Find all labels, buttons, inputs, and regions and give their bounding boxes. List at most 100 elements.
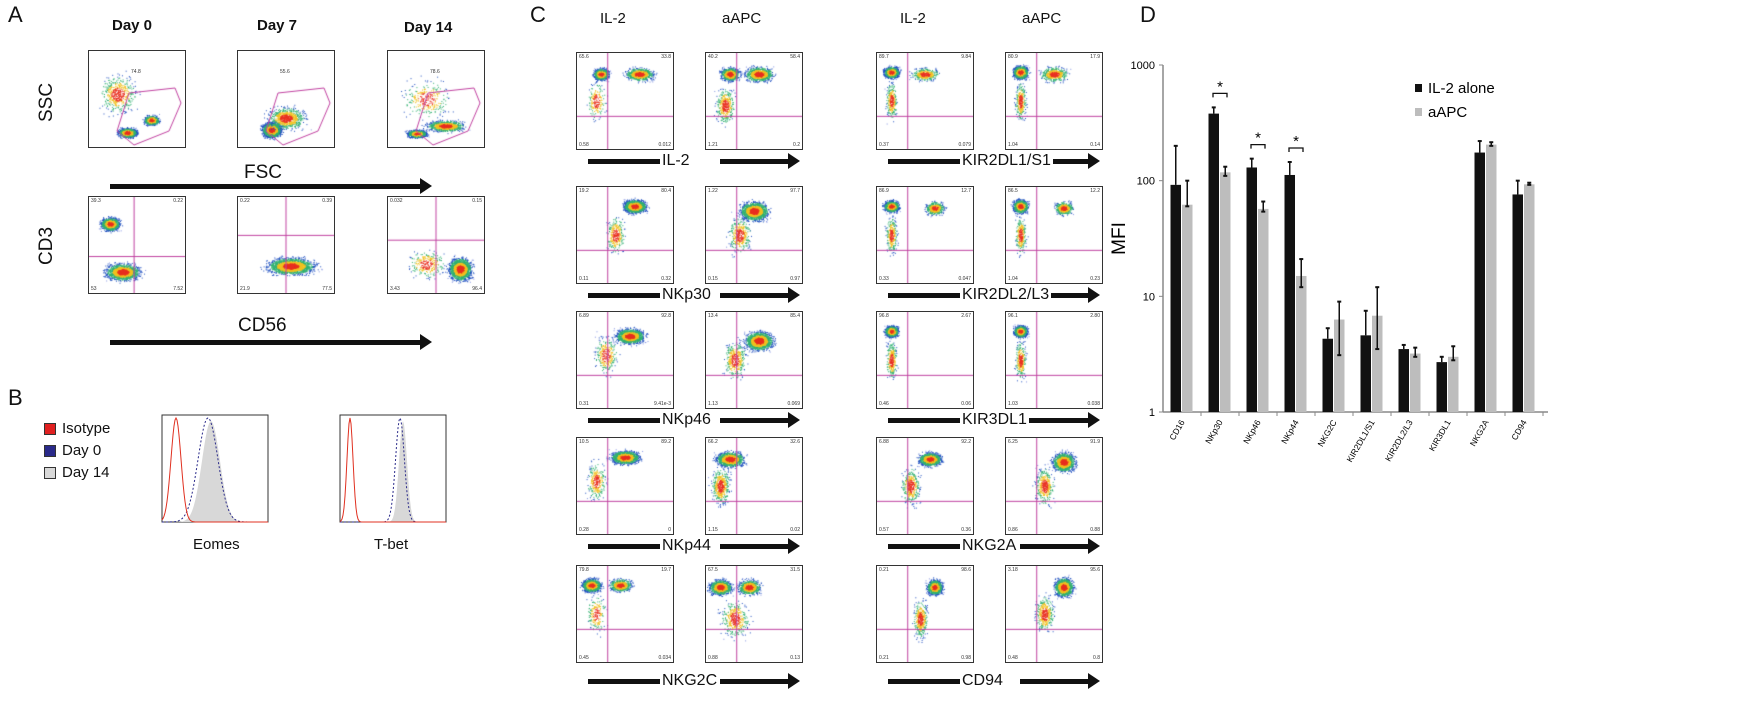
column-il2-left: IL-2 xyxy=(600,10,626,27)
cd3-row-label: CD3 xyxy=(36,226,57,265)
quadrant-value: 1.04 xyxy=(1008,276,1018,282)
quadrant-value: 33.8 xyxy=(661,54,671,60)
quadrant-value: 6.25 xyxy=(1008,439,1018,445)
quadrant-value: 0.36 xyxy=(961,527,971,533)
dot-cloud xyxy=(89,51,185,147)
column-il2-right: IL-2 xyxy=(900,10,926,27)
marker-label: NKp46 xyxy=(660,411,713,429)
quadrant-value: 98.6 xyxy=(961,567,971,573)
quadrant-value: 0.37 xyxy=(879,142,889,148)
flow-plot: 96.8 2.67 0.46 0.06 xyxy=(876,311,974,409)
x-tick-label: KIR2DL2/L3 xyxy=(1383,418,1415,463)
panel-d-label: D xyxy=(1140,2,1156,27)
bar-il2 xyxy=(1284,174,1295,412)
quadrant-value: 96.4 xyxy=(472,286,482,292)
panel-a-label: A xyxy=(8,2,23,27)
marker-label: NKp44 xyxy=(660,537,713,555)
y-tick-label: 10 xyxy=(1143,291,1155,303)
bar-il2 xyxy=(1246,167,1257,412)
quadrant-value: 95.6 xyxy=(1090,567,1100,573)
x-tick-label: NKp44 xyxy=(1279,418,1301,446)
marker-arrow xyxy=(720,287,800,303)
dot-cloud xyxy=(577,438,673,534)
flow-plot: 19.2 80.4 0.11 0.32 xyxy=(576,186,674,284)
marker-arrow xyxy=(1020,153,1100,169)
quadrant-value: 0 xyxy=(668,527,671,533)
marker-bar xyxy=(888,544,960,549)
quadrant-value: 0.31 xyxy=(579,401,589,407)
legend-isotype: Isotype xyxy=(44,418,110,440)
quadrant-value: 53 xyxy=(91,286,97,292)
legend-entry: aAPC xyxy=(1428,104,1467,121)
flow-plot: 86.9 12.7 0.33 0.047 xyxy=(876,186,974,284)
quadrant-value: 0.15 xyxy=(472,198,482,204)
quadrant-value: 0.032 xyxy=(390,198,403,204)
marker-bar xyxy=(888,159,960,164)
marker-label: NKG2A xyxy=(960,537,1019,555)
x-tick-label: NKp30 xyxy=(1203,418,1225,446)
quadrant-value: 79.8 xyxy=(579,567,589,573)
quadrant-value: 39.3 xyxy=(91,198,101,204)
dot-cloud xyxy=(1006,53,1102,149)
dot-cloud xyxy=(877,53,973,149)
scatter-cd3-cd56: 0.22 0.39 21.9 77.5 xyxy=(237,196,335,294)
quadrant-value: 10.5 xyxy=(579,439,589,445)
quadrant-value: 0.39 xyxy=(322,198,332,204)
quadrant-value: 1.15 xyxy=(708,527,718,533)
bar-aapc xyxy=(1296,275,1307,412)
dot-cloud xyxy=(1006,438,1102,534)
quadrant-value: 1.21 xyxy=(708,142,718,148)
bar-aapc xyxy=(1410,353,1421,412)
flow-plot: 10.5 89.2 0.28 0 xyxy=(576,437,674,535)
scatter-ssc-fsc: 74.8 xyxy=(88,50,186,148)
quadrant-value: 0.06 xyxy=(961,401,971,407)
quadrant-value: 0.33 xyxy=(879,276,889,282)
bar-aapc xyxy=(1220,172,1231,412)
marker-arrow xyxy=(720,673,800,689)
significance-bracket xyxy=(1212,92,1228,98)
quadrant-value: 3.18 xyxy=(1008,567,1018,573)
legend-label: Day 0 xyxy=(62,442,102,459)
quadrant-value: 66.2 xyxy=(708,439,718,445)
quadrant-value: 1.04 xyxy=(1008,142,1018,148)
marker-label: KIR2DL1/S1 xyxy=(960,152,1053,170)
quadrant-value: 0.2 xyxy=(793,142,800,148)
x-tick-label: NKp46 xyxy=(1241,418,1263,446)
marker-arrow xyxy=(1020,412,1100,428)
flow-plot: 66.2 32.6 1.15 0.02 xyxy=(705,437,803,535)
quadrant-value: 6.88 xyxy=(879,439,889,445)
column-day-7: Day 7 xyxy=(257,17,298,34)
day0-histogram xyxy=(340,416,446,523)
dot-cloud xyxy=(577,312,673,408)
quadrant-value: 7.52 xyxy=(173,286,183,292)
quadrant-value: 13.4 xyxy=(708,313,718,319)
quadrant-value: 0.22 xyxy=(240,198,250,204)
significance-star: * xyxy=(1217,78,1223,95)
flow-plot: 86.5 12.2 1.04 0.23 xyxy=(1005,186,1103,284)
quadrant-value: 0.32 xyxy=(661,276,671,282)
dot-cloud xyxy=(706,187,802,283)
y-tick-label: 1 xyxy=(1149,407,1155,419)
isotype-histogram xyxy=(161,416,268,523)
quadrant-value: 80.9 xyxy=(1008,54,1018,60)
quadrant-value: 0.079 xyxy=(958,142,971,148)
bar-il2 xyxy=(1474,152,1485,412)
fsc-arrow xyxy=(110,178,432,194)
flow-plot: 13.4 85.4 1.13 0.069 xyxy=(705,311,803,409)
column-aapc-left: aAPC xyxy=(722,10,762,27)
bar-il2 xyxy=(1436,362,1447,412)
marker-arrow xyxy=(720,412,800,428)
legend-day-0: Day 0 xyxy=(44,440,110,462)
quadrant-value: 77.5 xyxy=(322,286,332,292)
bar-aapc xyxy=(1182,204,1193,412)
quadrant-value: 19.2 xyxy=(579,188,589,194)
quadrant-value: 3.43 xyxy=(390,286,400,292)
bar-il2 xyxy=(1512,194,1523,412)
flow-plot: 96.1 2.80 1.03 0.038 xyxy=(1005,311,1103,409)
day14-histogram xyxy=(162,421,268,522)
dot-cloud xyxy=(577,53,673,149)
marker-arrow xyxy=(1020,538,1100,554)
dot-cloud xyxy=(577,187,673,283)
dot-cloud xyxy=(1006,566,1102,662)
